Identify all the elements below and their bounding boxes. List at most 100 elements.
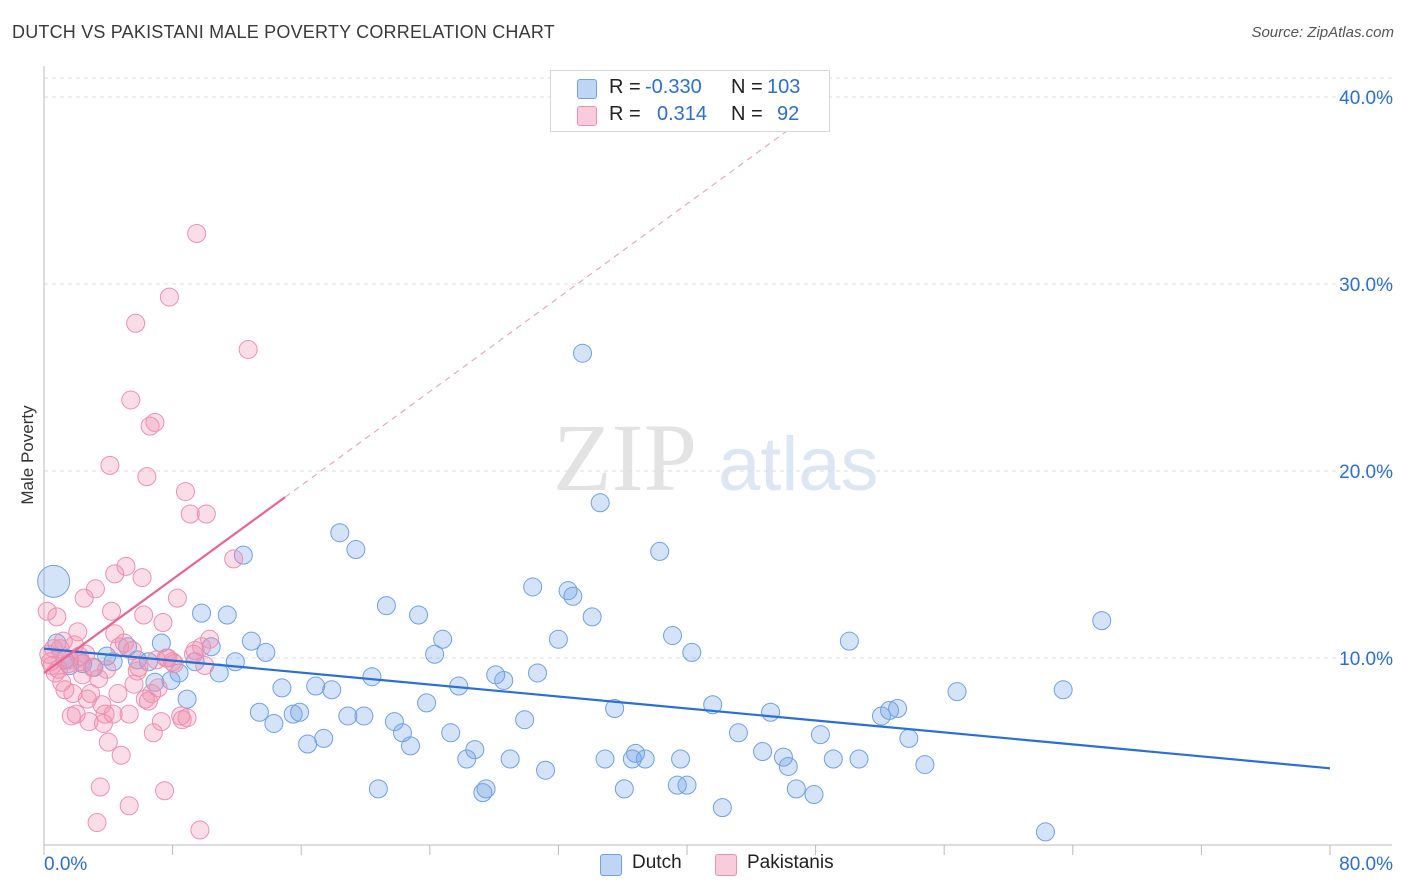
point-dutch bbox=[314, 728, 334, 748]
y-tick-label: 40.0% bbox=[1339, 88, 1393, 109]
point-pakistanis bbox=[98, 732, 118, 752]
point-pakistanis bbox=[132, 568, 152, 588]
point-dutch bbox=[849, 749, 869, 769]
point-pakistanis bbox=[102, 601, 122, 621]
point-pakistanis bbox=[137, 467, 157, 487]
point-pakistanis bbox=[145, 412, 165, 432]
point-pakistanis bbox=[81, 684, 101, 704]
point-dutch bbox=[635, 749, 655, 769]
legend-n-label: N = bbox=[731, 76, 763, 98]
source-label: Source: ZipAtlas.com bbox=[1251, 24, 1394, 41]
point-dutch bbox=[249, 702, 269, 722]
point-pakistanis bbox=[200, 629, 220, 649]
point-dutch bbox=[409, 605, 429, 625]
bottom-legend-label-pakistanis: Pakistanis bbox=[747, 852, 834, 873]
point-dutch bbox=[298, 734, 318, 754]
point-dutch bbox=[888, 698, 908, 718]
chart-title: DUTCH VS PAKISTANI MALE POVERTY CORRELAT… bbox=[12, 22, 555, 42]
y-tick-label: 10.0% bbox=[1339, 649, 1393, 670]
y-tick-label: 30.0% bbox=[1339, 275, 1393, 296]
point-pakistanis bbox=[159, 287, 179, 307]
point-dutch bbox=[786, 779, 806, 799]
point-dutch bbox=[217, 605, 237, 625]
legend-swatch-pakistanis bbox=[577, 106, 597, 126]
point-pakistanis bbox=[55, 680, 75, 700]
point-pakistanis bbox=[190, 820, 210, 840]
point-pakistanis bbox=[126, 313, 146, 333]
point-pakistanis bbox=[134, 605, 154, 625]
point-pakistanis bbox=[171, 706, 191, 726]
point-dutch bbox=[417, 693, 437, 713]
point-dutch bbox=[626, 743, 646, 763]
bottom-legend-label-dutch: Dutch bbox=[632, 852, 682, 873]
point-dutch bbox=[761, 702, 781, 722]
trendline-pakistanis bbox=[43, 496, 286, 674]
point-dutch bbox=[476, 779, 496, 799]
point-pakistanis bbox=[175, 482, 195, 502]
point-dutch bbox=[590, 493, 610, 513]
point-pakistanis bbox=[47, 607, 67, 627]
point-pakistanis bbox=[73, 665, 93, 685]
legend-row-dutch: R = -0.330 N = 103 bbox=[551, 74, 829, 101]
x-tick-label: 0.0% bbox=[44, 854, 87, 875]
point-pakistanis bbox=[185, 641, 205, 661]
point-dutch bbox=[433, 629, 453, 649]
point-dutch bbox=[515, 710, 535, 730]
point-dutch bbox=[169, 663, 189, 683]
point-pakistanis bbox=[100, 455, 120, 475]
point-dutch bbox=[671, 749, 691, 769]
point-dutch bbox=[473, 783, 493, 803]
point-dutch bbox=[614, 779, 634, 799]
point-dutch bbox=[264, 713, 284, 733]
legend-r-label: R = bbox=[609, 103, 641, 125]
point-dutch bbox=[823, 749, 843, 769]
legend-n-value: 92 bbox=[777, 103, 800, 125]
watermark-zip: ZIP bbox=[553, 404, 697, 511]
point-dutch bbox=[712, 798, 732, 818]
legend-n-label: N = bbox=[731, 103, 763, 125]
point-pakistanis bbox=[119, 704, 139, 724]
point-dutch bbox=[233, 545, 253, 565]
point-dutch bbox=[306, 676, 326, 696]
point-dutch bbox=[256, 642, 276, 662]
point-dutch bbox=[362, 667, 382, 687]
point-dutch bbox=[582, 607, 602, 627]
point-dutch bbox=[573, 343, 593, 363]
point-dutch bbox=[465, 740, 485, 760]
watermark-atlas: atlas bbox=[718, 422, 879, 507]
point-dutch bbox=[947, 682, 967, 702]
point-dutch bbox=[528, 663, 548, 683]
point-pakistanis bbox=[177, 708, 197, 728]
point-pakistanis bbox=[158, 648, 178, 668]
point-dutch bbox=[605, 698, 625, 718]
point-pakistanis bbox=[108, 684, 128, 704]
trendline-dutch bbox=[43, 647, 1331, 770]
point-pakistanis bbox=[135, 689, 155, 709]
bottom-legend-swatch-dutch bbox=[600, 854, 622, 876]
point-dutch bbox=[241, 631, 261, 651]
point-pakistanis bbox=[121, 390, 141, 410]
x-tick-label: 80.0% bbox=[1339, 854, 1393, 875]
point-dutch bbox=[667, 775, 687, 795]
point-dutch bbox=[177, 689, 197, 709]
point-dutch bbox=[778, 756, 798, 776]
point-pakistanis bbox=[105, 624, 125, 644]
point-dutch bbox=[192, 603, 212, 623]
point-pakistanis bbox=[74, 588, 94, 608]
point-dutch bbox=[346, 540, 366, 560]
point-pakistanis bbox=[192, 637, 212, 657]
point-pakistanis bbox=[116, 556, 136, 576]
point-dutch bbox=[1035, 822, 1055, 842]
point-dutch bbox=[384, 712, 404, 732]
point-dutch bbox=[703, 695, 723, 715]
point-dutch bbox=[804, 785, 824, 805]
point-dutch bbox=[915, 755, 935, 775]
point-pakistanis bbox=[122, 641, 142, 661]
point-dutch bbox=[563, 586, 583, 606]
point-dutch bbox=[283, 704, 303, 724]
point-dutch bbox=[354, 706, 374, 726]
point-pakistanis bbox=[155, 781, 175, 801]
point-pakistanis bbox=[79, 712, 99, 732]
point-dutch bbox=[899, 728, 919, 748]
